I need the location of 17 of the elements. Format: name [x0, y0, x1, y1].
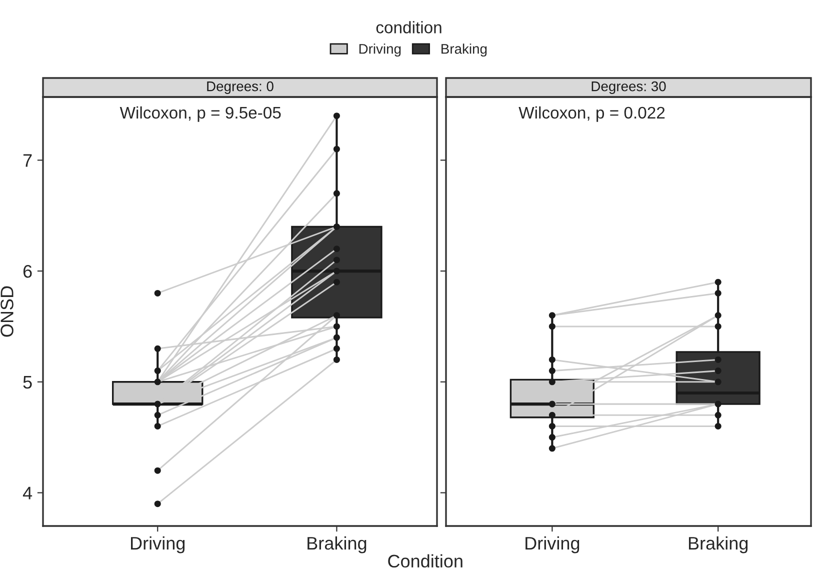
annotation: Wilcoxon, p = 9.5e-05 — [120, 106, 281, 122]
y-tick-label: 4 — [22, 486, 32, 500]
legend-label: Braking — [442, 44, 487, 57]
x-axis-title: Condition — [388, 554, 462, 568]
x-tick-label: Driving — [131, 536, 185, 554]
legend-label: Driving — [359, 44, 401, 57]
y-tick-label: 7 — [23, 154, 32, 167]
chart-title: Degrees: 0 — [207, 81, 274, 94]
y-tick-label: 5 — [23, 376, 32, 389]
annotation: Wilcoxon, p = 0.022 — [518, 106, 665, 122]
x-tick-label: Driving — [526, 536, 580, 554]
x-tick-label: Braking — [308, 536, 366, 554]
legend-title: condition — [376, 21, 442, 34]
x-tick-label: Braking — [688, 536, 748, 554]
chart-title: Degrees: 30 — [592, 81, 666, 94]
y-tick-label: 6 — [23, 264, 32, 278]
y-axis-title: ONSD — [0, 286, 14, 337]
